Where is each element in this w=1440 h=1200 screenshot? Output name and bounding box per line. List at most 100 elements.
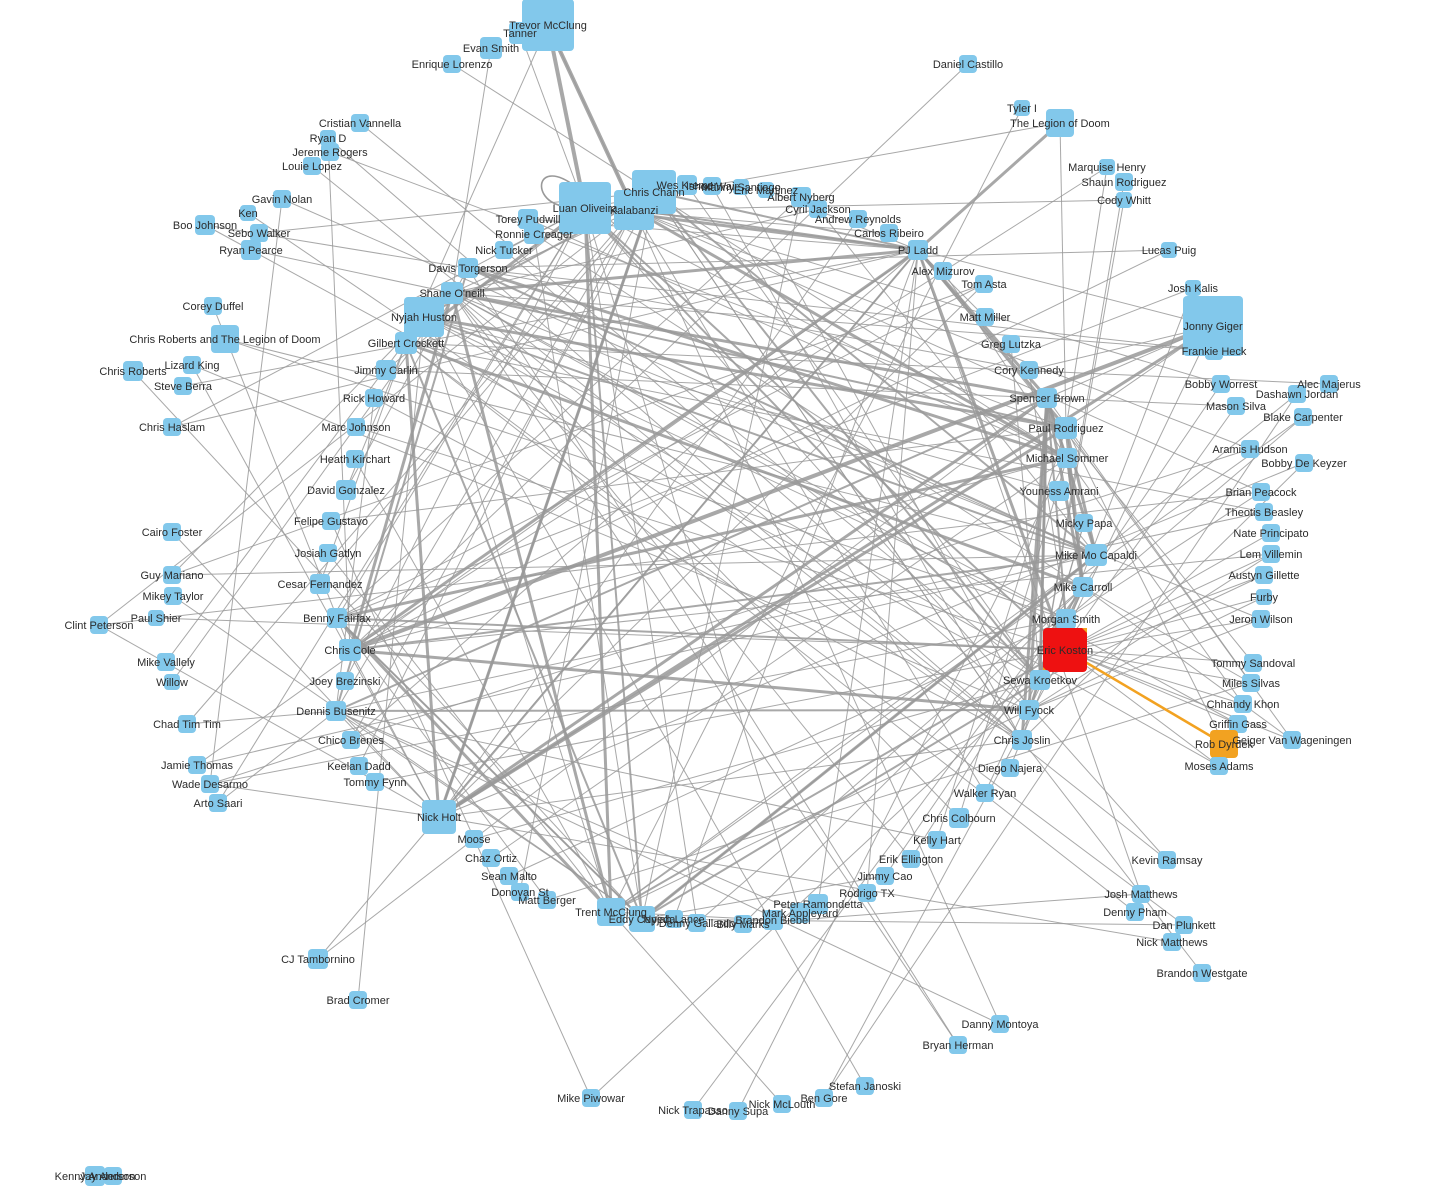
svg-text:Billy Marks: Billy Marks [716, 919, 770, 931]
svg-text:Mike Piwowar: Mike Piwowar [557, 1093, 625, 1105]
svg-text:Mason Silva: Mason Silva [1206, 401, 1267, 413]
svg-text:Cairo Foster: Cairo Foster [142, 527, 203, 539]
svg-text:Chris Haslam: Chris Haslam [139, 422, 205, 434]
svg-text:Morgan Smith: Morgan Smith [1032, 614, 1100, 626]
svg-text:Cory Kennedy: Cory Kennedy [994, 365, 1064, 377]
svg-text:Joey Brezinski: Joey Brezinski [310, 676, 381, 688]
svg-text:Corey Duffel: Corey Duffel [183, 301, 244, 313]
svg-text:Matt Miller: Matt Miller [960, 312, 1011, 324]
svg-text:Bobby De Keyzer: Bobby De Keyzer [1261, 458, 1347, 470]
svg-text:Albert Nyberg: Albert Nyberg [767, 192, 834, 204]
svg-text:Jeron Wilson: Jeron Wilson [1229, 614, 1293, 626]
svg-text:Chris Joslin: Chris Joslin [994, 735, 1051, 747]
svg-text:Aramis Hudson: Aramis Hudson [1212, 444, 1287, 456]
svg-text:Willow: Willow [156, 677, 188, 689]
svg-text:PJ Ladd: PJ Ladd [898, 245, 938, 257]
svg-text:Moses Adams: Moses Adams [1184, 761, 1254, 773]
svg-text:Cristian Vannella: Cristian Vannella [319, 118, 402, 130]
svg-text:Nick Holt: Nick Holt [417, 812, 461, 824]
svg-text:Ronnie Creager: Ronnie Creager [495, 229, 573, 241]
svg-text:Frankie Heck: Frankie Heck [1182, 346, 1247, 358]
svg-text:Youness Amrani: Youness Amrani [1019, 486, 1098, 498]
svg-text:Chico Brenes: Chico Brenes [318, 735, 385, 747]
svg-text:The Legion of Doom: The Legion of Doom [1010, 118, 1110, 130]
svg-text:Nyjah Huston: Nyjah Huston [391, 312, 457, 324]
svg-text:Stefan Janoski: Stefan Janoski [829, 1081, 901, 1093]
svg-text:David Gonzalez: David Gonzalez [307, 485, 385, 497]
svg-text:Sebo Walker: Sebo Walker [228, 228, 291, 240]
svg-text:Sewa Kroetkov: Sewa Kroetkov [1003, 675, 1077, 687]
svg-text:Marc Johnson: Marc Johnson [321, 422, 390, 434]
svg-text:Steve Berra: Steve Berra [154, 381, 213, 393]
svg-text:Miles Silvas: Miles Silvas [1222, 678, 1281, 690]
svg-text:Andrew Reynolds: Andrew Reynolds [815, 214, 902, 226]
svg-text:Griffin Gass: Griffin Gass [1209, 719, 1267, 731]
svg-text:Dashawn Jordan: Dashawn Jordan [1256, 389, 1339, 401]
svg-text:Cesar Fernandez: Cesar Fernandez [278, 579, 363, 591]
svg-text:Carlos Ribeiro: Carlos Ribeiro [854, 228, 924, 240]
svg-text:Chad Tim Tim: Chad Tim Tim [153, 719, 221, 731]
svg-text:Shaun Rodriguez: Shaun Rodriguez [1081, 177, 1166, 189]
svg-text:Bobby Worrest: Bobby Worrest [1185, 379, 1258, 391]
svg-text:Erik Ellington: Erik Ellington [879, 854, 943, 866]
svg-text:Daniel Castillo: Daniel Castillo [933, 59, 1003, 71]
svg-text:Blake Carpenter: Blake Carpenter [1263, 412, 1343, 424]
svg-text:Luan Oliveira: Luan Oliveira [553, 203, 619, 215]
svg-text:Jay Anderson: Jay Anderson [80, 1171, 147, 1183]
svg-text:Josiah Gatlyn: Josiah Gatlyn [295, 548, 362, 560]
svg-text:Furby: Furby [1250, 592, 1279, 604]
svg-text:Moose: Moose [457, 834, 490, 846]
svg-text:Chaz Ortiz: Chaz Ortiz [465, 853, 517, 865]
svg-text:Brandon Westgate: Brandon Westgate [1157, 968, 1248, 980]
svg-text:Dan Plunkett: Dan Plunkett [1153, 920, 1216, 932]
svg-text:Enrique Lorenzo: Enrique Lorenzo [412, 59, 493, 71]
svg-text:Gavin Nolan: Gavin Nolan [252, 194, 313, 206]
svg-text:Tyler I: Tyler I [1007, 103, 1037, 115]
svg-text:Jamie Thomas: Jamie Thomas [161, 760, 233, 772]
svg-text:Kelly Hart: Kelly Hart [913, 835, 961, 847]
svg-text:Danny Montoya: Danny Montoya [961, 1019, 1039, 1031]
svg-text:Mikey Taylor: Mikey Taylor [143, 591, 204, 603]
svg-text:Josh Kalis: Josh Kalis [1168, 283, 1219, 295]
svg-text:Theotis Beasley: Theotis Beasley [1225, 507, 1304, 519]
svg-text:Greg Lutzka: Greg Lutzka [981, 339, 1042, 351]
svg-text:Micky Papa: Micky Papa [1056, 518, 1114, 530]
svg-text:Eric Koston: Eric Koston [1037, 645, 1093, 657]
svg-text:Arto Saari: Arto Saari [194, 798, 243, 810]
svg-text:Ryan Pearce: Ryan Pearce [219, 245, 283, 257]
svg-text:Jimmy Cao: Jimmy Cao [857, 871, 912, 883]
svg-text:Benny Fairfax: Benny Fairfax [303, 613, 371, 625]
svg-text:Josh Matthews: Josh Matthews [1104, 889, 1178, 901]
svg-text:Lizard King: Lizard King [164, 360, 219, 372]
svg-text:Tanner: Tanner [503, 28, 537, 40]
svg-text:Wade Desarmo: Wade Desarmo [172, 779, 248, 791]
svg-text:Kalabanzi: Kalabanzi [610, 205, 658, 217]
svg-text:Kevin Ramsay: Kevin Ramsay [1132, 855, 1203, 867]
svg-text:Louie Lopez: Louie Lopez [282, 161, 342, 173]
svg-text:Paul Shier: Paul Shier [131, 613, 182, 625]
svg-text:Marquise Henry: Marquise Henry [1068, 162, 1146, 174]
svg-text:Brad Cromer: Brad Cromer [327, 995, 390, 1007]
svg-text:Gilbert Crockett: Gilbert Crockett [368, 338, 444, 350]
svg-text:Felipe Gustavo: Felipe Gustavo [294, 516, 368, 528]
svg-text:Tom Asta: Tom Asta [961, 279, 1007, 291]
svg-text:Will Fyock: Will Fyock [1004, 705, 1055, 717]
svg-text:Keelan Dadd: Keelan Dadd [327, 761, 391, 773]
svg-text:Lucas Puig: Lucas Puig [1142, 245, 1196, 257]
svg-text:Mike Vallely: Mike Vallely [137, 657, 195, 669]
svg-text:Spencer Brown: Spencer Brown [1009, 393, 1084, 405]
svg-text:Matt Berger: Matt Berger [518, 895, 576, 907]
svg-text:Ben Gore: Ben Gore [800, 1093, 847, 1105]
svg-text:Guy Mariano: Guy Mariano [141, 570, 204, 582]
svg-text:Paul Rodriguez: Paul Rodriguez [1028, 423, 1103, 435]
svg-text:Austyn Gillette: Austyn Gillette [1229, 570, 1300, 582]
svg-text:Denny Pham: Denny Pham [1103, 907, 1167, 919]
svg-text:Bryan Herman: Bryan Herman [923, 1040, 994, 1052]
svg-text:Chris Cole: Chris Cole [324, 645, 375, 657]
svg-text:Nick Tucker: Nick Tucker [475, 245, 533, 257]
svg-text:Jonny Giger: Jonny Giger [1183, 321, 1243, 333]
svg-text:Tommy Sandoval: Tommy Sandoval [1211, 658, 1295, 670]
svg-text:Michael Sommer: Michael Sommer [1026, 453, 1109, 465]
svg-text:Clint Peterson: Clint Peterson [64, 620, 133, 632]
svg-text:Chris Colbourn: Chris Colbourn [922, 813, 995, 825]
